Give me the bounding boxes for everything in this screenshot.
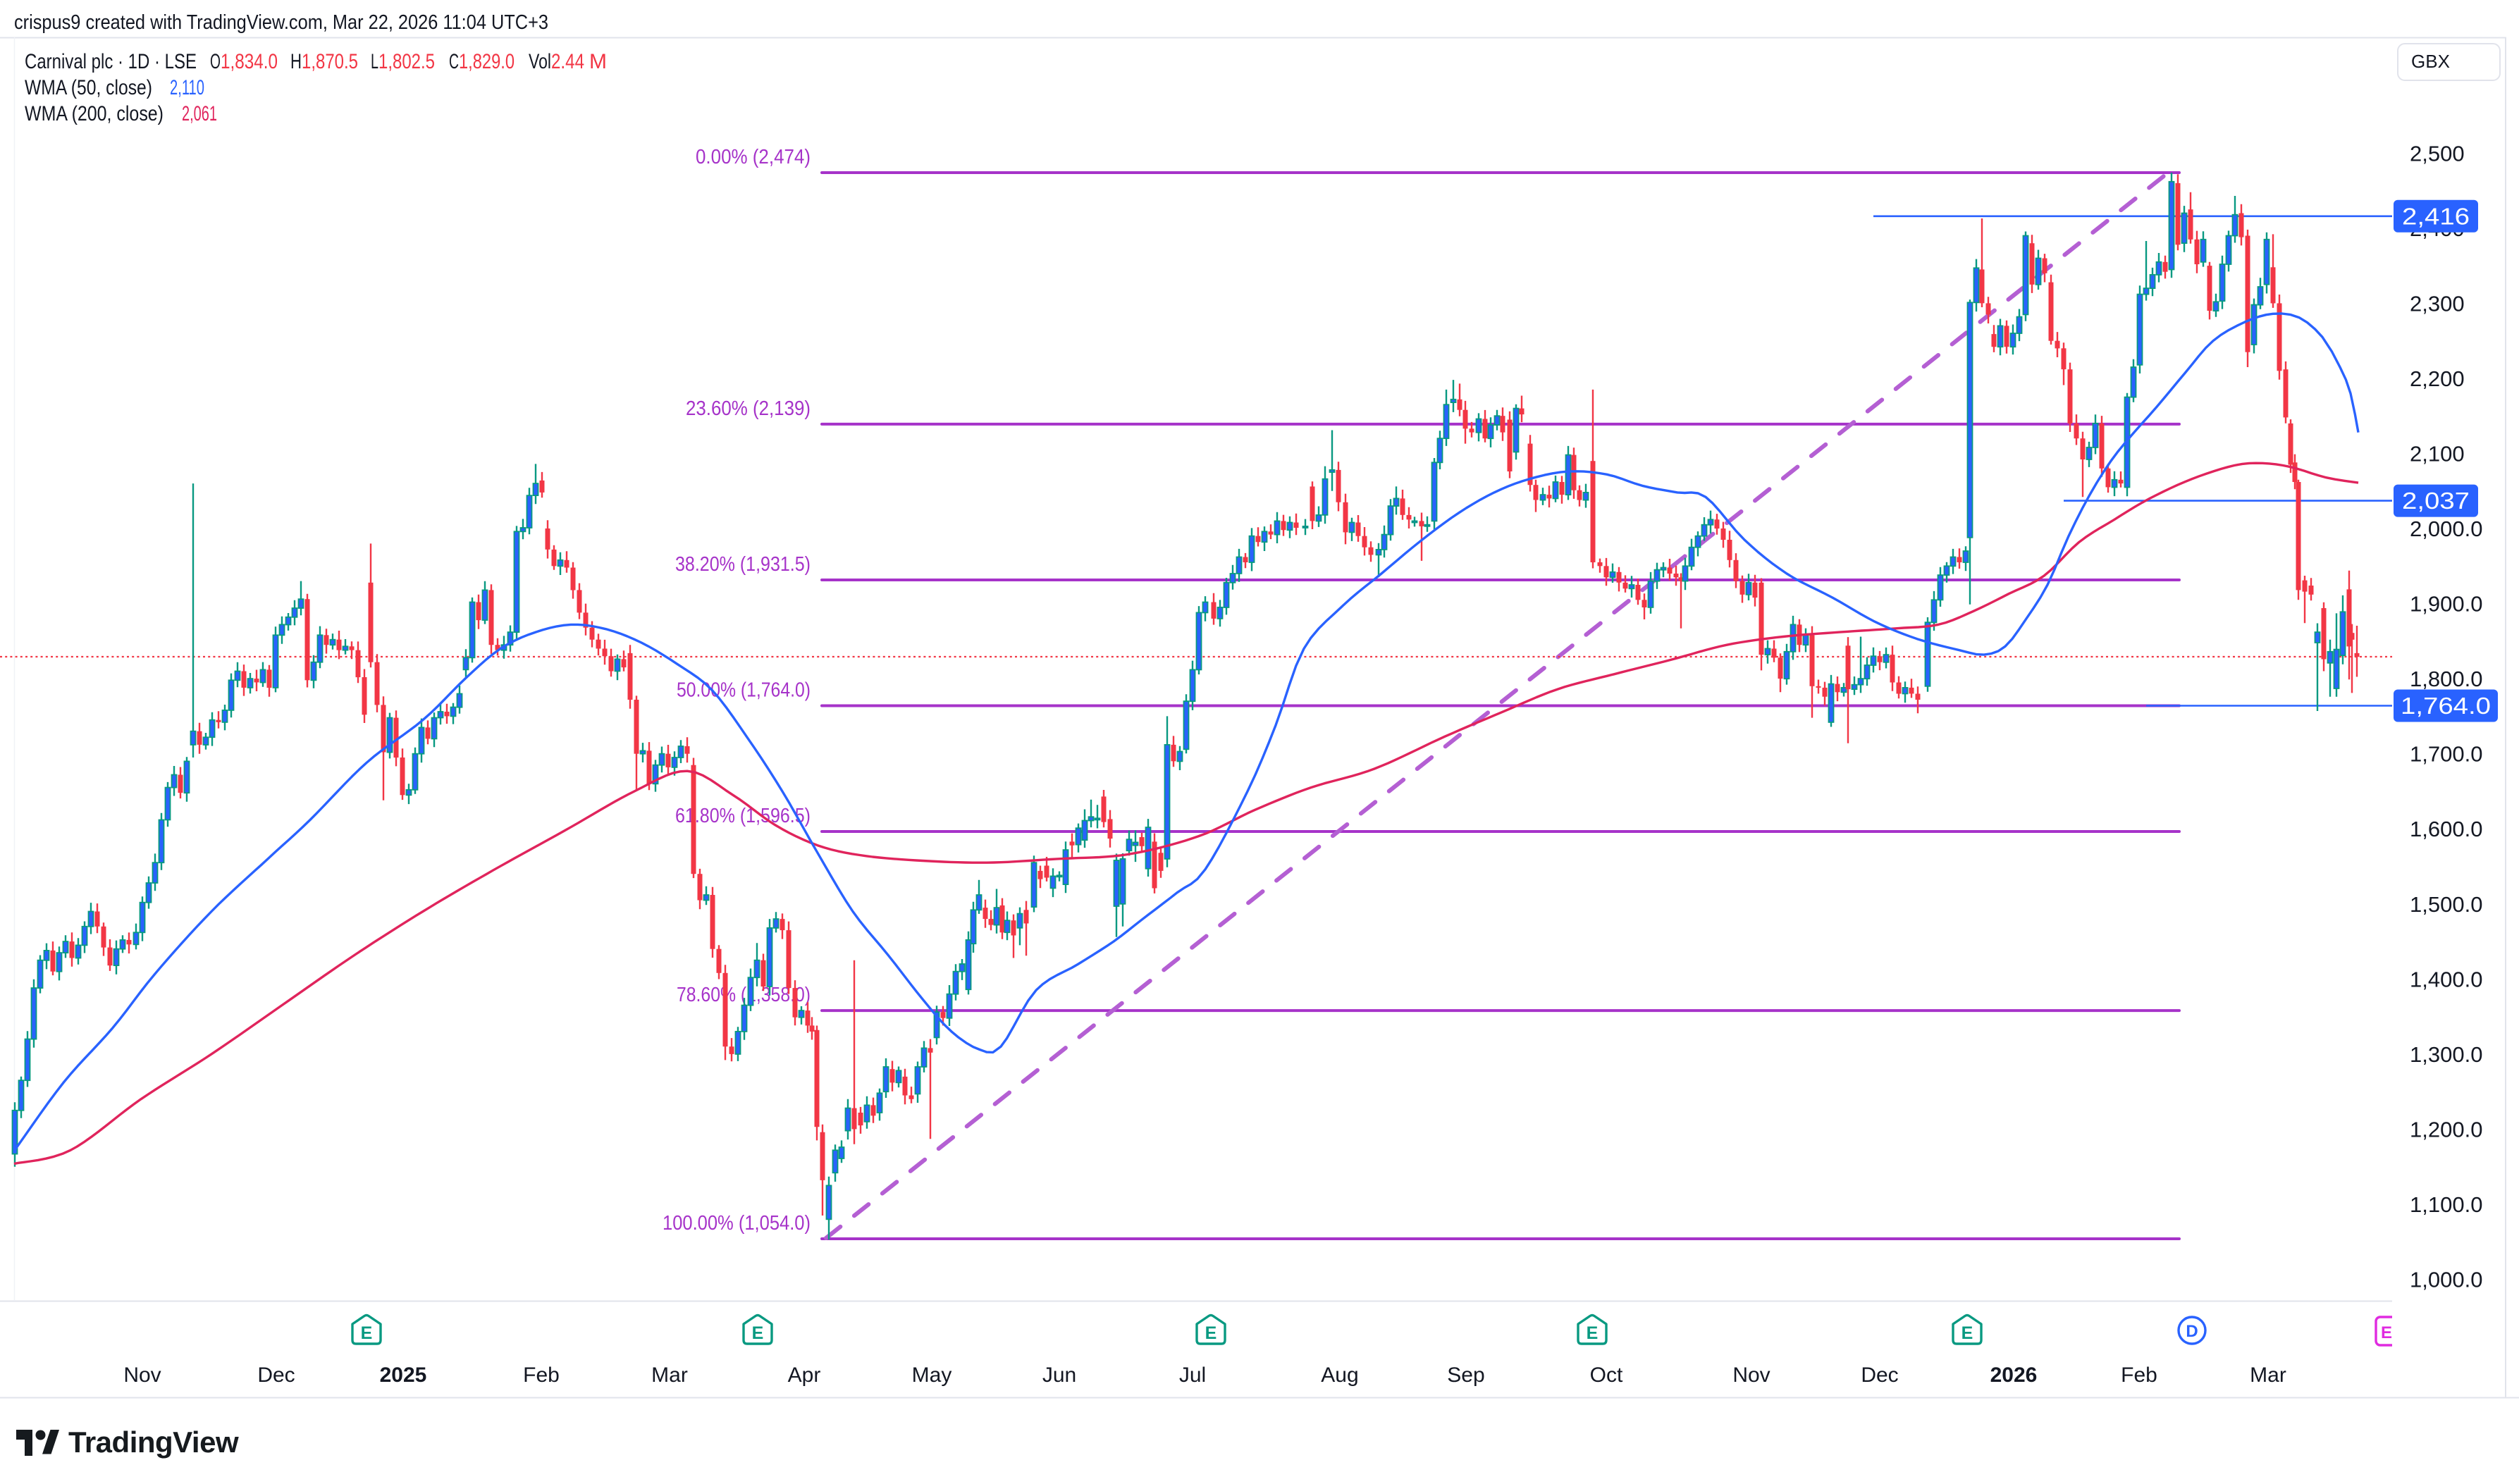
svg-text:M: M [589, 50, 607, 73]
svg-text:2,200: 2,200 [2410, 366, 2465, 391]
svg-text:Oct: Oct [1590, 1364, 1623, 1387]
svg-text:61.80% (1,596.5): 61.80% (1,596.5) [675, 805, 811, 827]
svg-text:0.00% (2,474): 0.00% (2,474) [696, 146, 811, 168]
svg-text:Feb: Feb [2121, 1364, 2157, 1387]
svg-text:1,900.0: 1,900.0 [2410, 592, 2482, 617]
svg-text:1,802.5: 1,802.5 [378, 50, 435, 73]
svg-text:1,400.0: 1,400.0 [2410, 967, 2482, 991]
svg-text:2025: 2025 [380, 1364, 427, 1387]
svg-text:2,500: 2,500 [2410, 141, 2465, 166]
svg-text:C: C [449, 50, 459, 73]
svg-text:E: E [2381, 1323, 2392, 1342]
svg-text:Jun: Jun [1042, 1364, 1076, 1387]
svg-text:D: D [2186, 1322, 2198, 1341]
svg-text:Mar: Mar [2250, 1364, 2286, 1387]
svg-text:Apr: Apr [788, 1364, 821, 1387]
svg-text:Carnival plc · 1D · LSE: Carnival plc · 1D · LSE [25, 50, 197, 73]
svg-text:1,300.0: 1,300.0 [2410, 1042, 2482, 1067]
svg-text:H: H [290, 50, 302, 73]
svg-text:Feb: Feb [523, 1364, 560, 1387]
svg-text:O: O [210, 50, 221, 73]
svg-text:1,800.0: 1,800.0 [2410, 667, 2482, 691]
svg-text:100.00% (1,054.0): 100.00% (1,054.0) [663, 1212, 811, 1235]
svg-text:GBX: GBX [2411, 51, 2450, 72]
svg-text:1,000.0: 1,000.0 [2410, 1268, 2482, 1292]
svg-text:Aug: Aug [1321, 1364, 1358, 1387]
svg-text:crispus9 created with TradingV: crispus9 created with TradingView.com, M… [14, 11, 548, 34]
svg-text:May: May [912, 1364, 952, 1387]
svg-text:Sep: Sep [1447, 1364, 1484, 1387]
svg-text:1,600.0: 1,600.0 [2410, 817, 2482, 841]
svg-text:Dec: Dec [257, 1364, 295, 1387]
svg-text:Vol: Vol [529, 50, 551, 73]
svg-text:2,000.0: 2,000.0 [2410, 517, 2482, 541]
svg-text:E: E [361, 1323, 373, 1343]
svg-text:2,100: 2,100 [2410, 442, 2465, 466]
svg-text:2,110: 2,110 [170, 76, 204, 99]
svg-text:E: E [1961, 1323, 1973, 1343]
svg-text:38.20% (1,931.5): 38.20% (1,931.5) [675, 553, 811, 576]
svg-text:E: E [752, 1323, 764, 1343]
svg-text:2.44: 2.44 [551, 50, 584, 73]
svg-text:2,061: 2,061 [182, 102, 217, 125]
svg-text:E: E [1205, 1323, 1217, 1343]
svg-text:Nov: Nov [123, 1364, 161, 1387]
svg-text:Dec: Dec [1861, 1364, 1898, 1387]
svg-text:1,700.0: 1,700.0 [2410, 742, 2482, 767]
svg-text:WMA (200, close): WMA (200, close) [25, 102, 164, 125]
svg-text:L: L [371, 50, 378, 73]
svg-text:1,200.0: 1,200.0 [2410, 1117, 2482, 1142]
svg-text:2,037: 2,037 [2402, 488, 2470, 514]
svg-text:50.00% (1,764.0): 50.00% (1,764.0) [677, 679, 811, 702]
svg-text:1,100.0: 1,100.0 [2410, 1192, 2482, 1217]
svg-text:23.60% (2,139): 23.60% (2,139) [686, 397, 811, 420]
svg-text:2026: 2026 [1990, 1364, 2038, 1387]
svg-text:1,764.0: 1,764.0 [2401, 693, 2491, 719]
svg-text:1,829.0: 1,829.0 [459, 50, 515, 73]
svg-text:1,500.0: 1,500.0 [2410, 892, 2482, 917]
svg-text:WMA (50, close): WMA (50, close) [25, 76, 152, 99]
svg-text:E: E [1587, 1323, 1599, 1343]
svg-text:Jul: Jul [1179, 1364, 1206, 1387]
svg-text:Mar: Mar [651, 1364, 688, 1387]
svg-text:1,870.5: 1,870.5 [302, 50, 358, 73]
svg-text:2,300: 2,300 [2410, 291, 2465, 316]
svg-text:TradingView: TradingView [68, 1426, 239, 1459]
svg-text:1,834.0: 1,834.0 [221, 50, 278, 73]
svg-text:2,416: 2,416 [2402, 203, 2470, 229]
svg-text:Nov: Nov [1732, 1364, 1770, 1387]
